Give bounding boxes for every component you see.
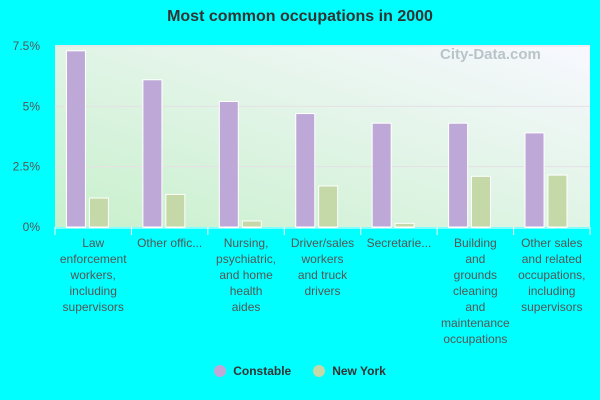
x-tick-label: Building and grounds cleaning and maintenance… (441, 236, 510, 346)
x-tick-label: Nursing, psychiatric, and home health aides (216, 236, 276, 314)
bar-new-york (165, 193, 186, 228)
bar-constable (448, 122, 469, 228)
legend-swatch (313, 365, 326, 377)
chart-title: Most common occupations in 2000 (167, 8, 433, 25)
bar-new-york (471, 175, 492, 228)
bar-constable (218, 101, 239, 228)
bar-constable (295, 113, 316, 228)
legend-item-constable: Constable (214, 364, 291, 378)
bar-new-york (88, 197, 109, 228)
bar-new-york (547, 174, 568, 228)
legend: Constable New York (0, 364, 600, 378)
legend-label: New York (332, 364, 386, 378)
bar-constable (65, 50, 86, 228)
bar-constable (524, 132, 545, 228)
bar-constable (371, 122, 392, 228)
legend-label: Constable (233, 364, 292, 378)
bar-new-york (318, 185, 339, 228)
bar-new-york (394, 222, 415, 228)
x-tick-label: Secretarie... (367, 236, 432, 250)
legend-swatch (214, 365, 227, 377)
y-tick-label: 5% (23, 99, 41, 113)
bar-new-york (241, 220, 262, 228)
bar-constable (142, 79, 163, 228)
legend-item-new-york: New York (313, 364, 386, 378)
x-tick-label: Driver/sales workers and truck drivers (291, 236, 354, 298)
y-tick-label: 7.5% (13, 39, 41, 53)
x-tick-label: Other offic... (137, 236, 202, 250)
y-tick-label: 2.5% (13, 160, 41, 174)
x-tick-label: Law enforcement workers, including superviso… (60, 236, 127, 314)
x-tick-label: Other sales and related occupations, includ… (518, 236, 585, 314)
y-tick-label: 0% (23, 220, 41, 234)
watermark: City-Data.com (440, 46, 541, 63)
